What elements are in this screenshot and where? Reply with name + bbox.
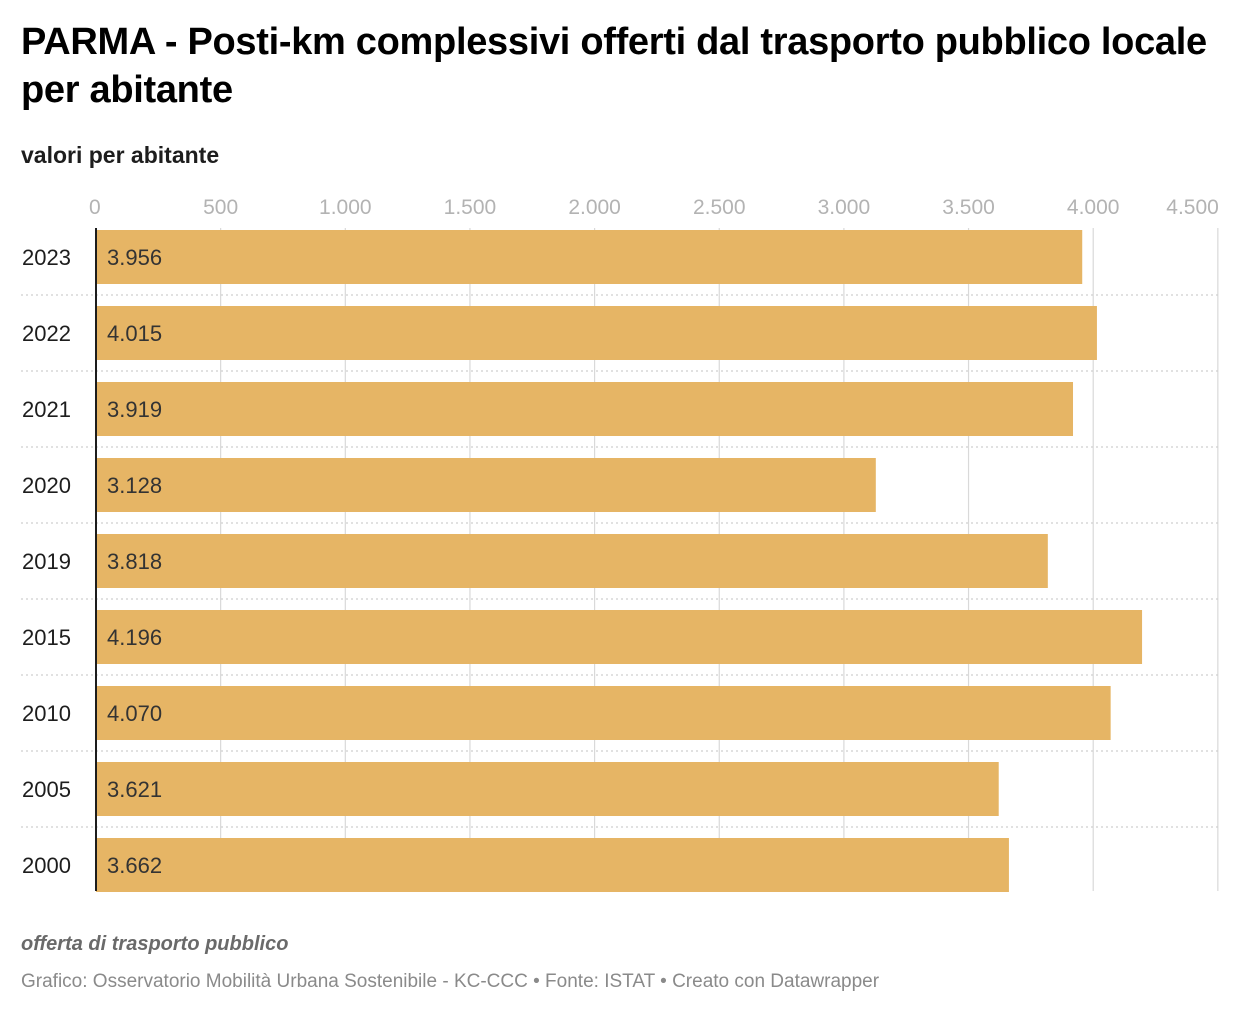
category-label: 2010 — [22, 701, 71, 726]
value-label: 3.128 — [107, 473, 162, 498]
bar — [96, 230, 1083, 284]
bar — [96, 686, 1111, 740]
bar — [96, 610, 1143, 664]
x-tick-label: 0 — [89, 196, 101, 219]
category-label: 2015 — [22, 625, 71, 650]
category-label: 2023 — [22, 245, 71, 270]
value-label: 3.956 — [107, 245, 162, 270]
bar — [96, 306, 1097, 360]
value-label: 3.919 — [107, 397, 162, 422]
chart-subtitle: valori per abitante — [21, 142, 220, 168]
category-label: 2019 — [22, 549, 71, 574]
bar — [96, 762, 999, 816]
value-label: 4.015 — [107, 321, 162, 346]
category-label: 2000 — [22, 853, 71, 878]
footer-note: offerta di trasporto pubblico — [21, 933, 289, 955]
chart-title: PARMA - Posti-km complessivi offerti dal… — [21, 21, 1207, 111]
bar — [96, 534, 1048, 588]
x-tick-label: 1.500 — [444, 196, 497, 219]
x-tick-label: 500 — [203, 196, 238, 219]
value-label: 3.662 — [107, 853, 162, 878]
category-label: 2005 — [22, 777, 71, 802]
value-label: 4.070 — [107, 701, 162, 726]
value-label: 3.818 — [107, 549, 162, 574]
x-tick-label: 3.500 — [942, 196, 995, 219]
x-tick-label: 2.000 — [568, 196, 621, 219]
category-label: 2022 — [22, 321, 71, 346]
value-label: 4.196 — [107, 625, 162, 650]
bar — [96, 838, 1009, 892]
x-tick-label: 2.500 — [693, 196, 746, 219]
x-tick-label: 1.000 — [319, 196, 372, 219]
x-tick-label: 3.000 — [818, 196, 871, 219]
category-label: 2020 — [22, 473, 71, 498]
bar — [96, 458, 876, 512]
x-tick-label: 4.000 — [1067, 196, 1120, 219]
chart-credits: Grafico: Osservatorio Mobilità Urbana So… — [21, 971, 880, 992]
value-label: 3.621 — [107, 777, 162, 802]
x-tick-label: 4.500 — [1166, 196, 1219, 219]
bar — [96, 382, 1074, 436]
category-label: 2021 — [22, 397, 71, 422]
